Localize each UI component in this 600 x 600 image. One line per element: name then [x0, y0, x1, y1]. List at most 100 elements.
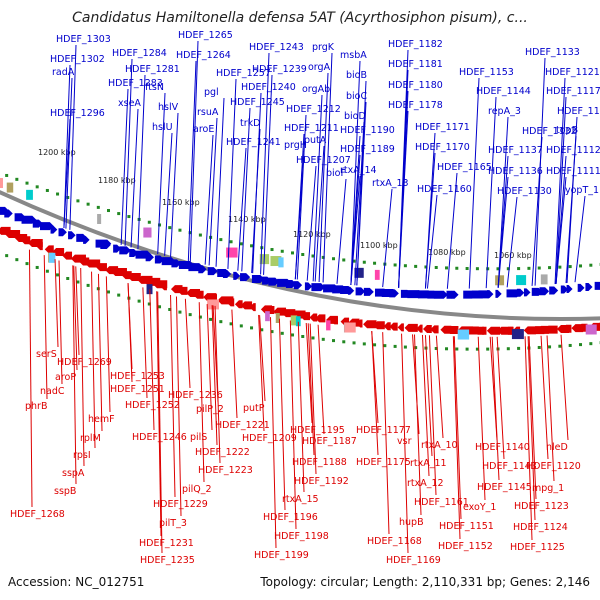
- gene-leader-line: [574, 195, 586, 283]
- tick-mark: [445, 347, 449, 351]
- tick-mark: [342, 258, 346, 262]
- gene-label-forward: bioC: [346, 91, 367, 102]
- tick-mark: [506, 347, 510, 351]
- feature-block: [48, 252, 56, 263]
- tick-mark: [465, 267, 469, 271]
- kbp-tick-label: 1160 kbp: [162, 198, 200, 207]
- gene-leader-line: [382, 332, 390, 535]
- tick-mark: [25, 262, 29, 266]
- gene-leader-line: [401, 333, 409, 554]
- tick-mark: [589, 263, 593, 267]
- tick-mark: [56, 192, 60, 196]
- gene-leader-line: [382, 188, 393, 288]
- tick-mark: [301, 335, 305, 338]
- reverse-gene-arrow: [504, 326, 514, 335]
- gene-leader-line: [555, 96, 567, 284]
- tick-mark: [362, 260, 366, 264]
- reverse-gene-arrow: [315, 314, 326, 323]
- gene-label-reverse: nleD: [546, 442, 568, 453]
- reverse-gene-arrow: [226, 298, 235, 307]
- tick-mark: [301, 253, 305, 256]
- gene-leader-line: [453, 336, 462, 520]
- forward-gene-arrow: [523, 288, 531, 297]
- gene-label-forward: HDEF_1243: [249, 42, 304, 53]
- feature-block: [146, 284, 153, 295]
- gene-label-forward: HDEF_1303: [56, 34, 111, 45]
- gene-label-forward: orgA: [308, 62, 331, 73]
- feature-block: [143, 227, 152, 238]
- tick-mark: [465, 347, 469, 351]
- feature-block: [226, 247, 238, 258]
- gene-leader-line: [259, 315, 266, 402]
- forward-gene-arrow: [207, 267, 218, 276]
- reverse-gene-arrow: [95, 263, 107, 272]
- tick-mark: [517, 267, 521, 271]
- gene-leader-line: [540, 335, 549, 460]
- forward-gene-arrow: [100, 241, 111, 250]
- reverse-gene-arrow: [373, 321, 385, 330]
- forward-gene-arrow: [487, 290, 494, 299]
- gene-leader-line: [354, 121, 365, 286]
- forward-gene-arrow: [251, 275, 265, 284]
- gene-label-forward: HDEF_1207: [296, 155, 351, 166]
- reverse-gene-arrow: [330, 316, 339, 325]
- gene-leader-line: [452, 336, 461, 540]
- gene-label-reverse: mpg_1: [532, 483, 564, 494]
- feature-block: [457, 329, 470, 340]
- reverse-gene-arrow: [160, 282, 167, 291]
- tick-mark: [147, 220, 151, 224]
- tick-mark: [568, 343, 572, 347]
- kbp-tick-label: 1120 kbp: [293, 230, 331, 239]
- gene-leader-line: [421, 334, 430, 477]
- forward-gene-arrow: [539, 287, 550, 296]
- tick-mark: [76, 199, 80, 203]
- gene-leader-line: [491, 336, 500, 481]
- gene-label-reverse: HDEF_1168: [367, 536, 422, 547]
- reverse-gene-arrow: [397, 323, 404, 332]
- gene-label-forward: HDEF_1180: [388, 80, 443, 91]
- tick-mark: [15, 177, 19, 181]
- gene-label-forward: HDEF_1245: [230, 97, 285, 108]
- feature-block: [344, 322, 356, 333]
- gene-label-forward: rsuA: [197, 107, 219, 118]
- gene-label-forward: HDEF_1182: [388, 39, 443, 50]
- genome-summary: Topology: circular; Length: 2,110,331 bp…: [260, 575, 590, 589]
- tick-mark: [434, 265, 438, 269]
- forward-gene-arrow: [594, 281, 600, 290]
- tick-mark: [188, 313, 192, 317]
- forward-gene-arrow: [495, 289, 502, 298]
- tick-mark: [403, 345, 407, 349]
- tick-mark: [434, 346, 438, 350]
- gene-label-reverse: HDEF_1196: [263, 512, 318, 523]
- tick-mark: [311, 254, 315, 258]
- tick-mark: [45, 269, 49, 273]
- gene-label-forward: HDEF_1111: [546, 166, 600, 177]
- tick-mark: [280, 331, 284, 335]
- gene-label-forward: HDEF_1153: [459, 67, 514, 78]
- gene-label-reverse: HDEF_1124: [513, 522, 568, 533]
- gene-leader-line: [73, 265, 78, 371]
- tick-mark: [117, 212, 121, 216]
- tick-mark: [455, 347, 459, 351]
- tick-mark: [558, 344, 562, 348]
- forward-gene-arrow: [285, 280, 297, 289]
- tick-mark: [393, 263, 397, 267]
- gene-leader-line: [446, 172, 458, 289]
- feature-block: [265, 311, 270, 322]
- gene-label-forward: msbA: [340, 50, 367, 61]
- tick-mark: [56, 273, 60, 277]
- gene-leader-line: [306, 165, 317, 281]
- forward-gene-arrow: [566, 284, 573, 293]
- tick-mark: [311, 336, 315, 340]
- tick-mark: [393, 344, 397, 348]
- tick-mark: [127, 215, 131, 219]
- tick-mark: [352, 259, 356, 263]
- gene-label-forward: HDEF_1284: [112, 48, 167, 59]
- gene-label-reverse: HDEF_1199: [254, 550, 309, 561]
- feature-block: [585, 324, 597, 335]
- reverse-gene-arrow: [249, 303, 256, 312]
- gene-leader-line: [258, 314, 265, 432]
- feature-block: [6, 182, 14, 193]
- tick-mark: [198, 315, 202, 319]
- feature-block: [275, 312, 280, 323]
